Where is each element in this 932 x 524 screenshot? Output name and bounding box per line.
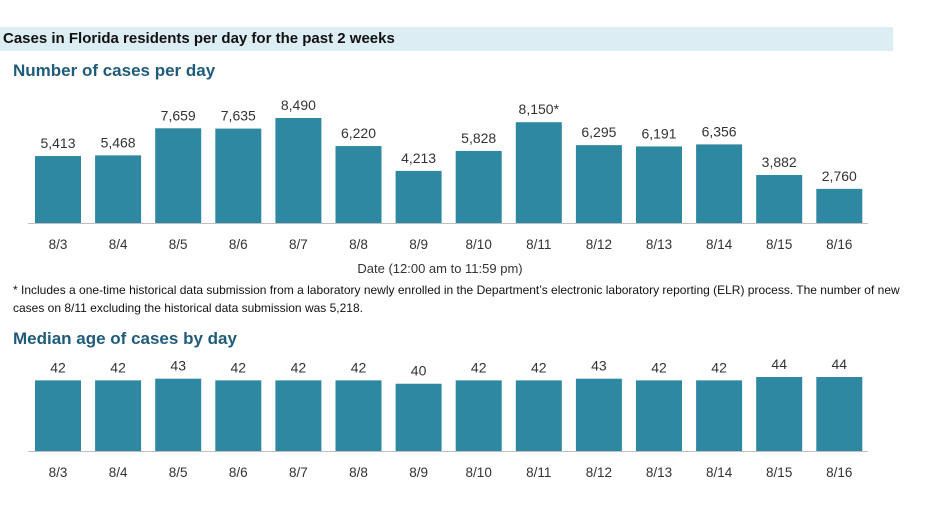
median-age-data-label: 42 <box>110 359 126 375</box>
cases-per-day-chart: 5,413 8/3 5,468 8/4 7,659 8/5 7,635 8/6 8,490 8/7… <box>28 97 868 252</box>
cases-bar-8-15 <box>756 174 803 223</box>
cases-data-label: 8,490 <box>281 97 316 113</box>
banner-title: Cases in Florida residents per day for t… <box>3 30 395 47</box>
cases-bar-8-13 <box>636 146 682 223</box>
cases-tick-label: 8/11 <box>526 237 551 252</box>
median-age-data-label: 44 <box>771 356 787 372</box>
median-age-bar-8-12 <box>575 378 622 451</box>
cases-data-label: 6,220 <box>341 125 376 141</box>
median-age-bar-8-5 <box>155 378 202 451</box>
median-age-tick-label: 8/13 <box>646 465 672 480</box>
footnote: * Includes a one-time historical data su… <box>13 283 900 315</box>
median-age-data-label: 42 <box>231 359 247 375</box>
median-age-data-label: 42 <box>651 359 667 375</box>
cases-tick-label: 8/4 <box>109 237 128 252</box>
median-age-data-label: 42 <box>50 359 66 375</box>
cases-bar-8-14 <box>696 144 743 223</box>
cases-bar-8-10 <box>455 150 502 223</box>
cases-data-label: 6,356 <box>702 123 737 139</box>
median-age-tick-label: 8/11 <box>526 465 551 480</box>
median-age-tick-label: 8/9 <box>409 465 428 480</box>
cases-bar-8-12 <box>575 145 622 223</box>
cases-tick-label: 8/7 <box>289 237 308 252</box>
cases-data-label: 4,213 <box>401 150 436 166</box>
median-age-data-label: 44 <box>832 356 848 372</box>
cases-data-label: 6,191 <box>641 125 676 141</box>
median-age-tick-label: 8/12 <box>586 465 612 480</box>
median-age-tick-label: 8/16 <box>826 465 852 480</box>
cases-bar-8-16 <box>816 188 863 223</box>
cases-tick-label: 8/15 <box>766 237 792 252</box>
cases-tick-label: 8/13 <box>646 237 672 252</box>
median-age-bar-8-6 <box>215 380 262 451</box>
cases-data-label: 7,659 <box>161 107 196 123</box>
median-age-bar-8-11 <box>515 380 562 451</box>
median-age-data-label: 42 <box>351 359 367 375</box>
median-age-bar-8-9 <box>395 383 442 451</box>
cases-tick-label: 8/5 <box>169 237 188 252</box>
median-age-data-label: 43 <box>591 358 607 374</box>
cases-data-label: 7,635 <box>221 108 256 124</box>
cases-data-label: 6,295 <box>581 124 616 140</box>
median-age-chart: 42 8/3 42 8/4 43 8/5 42 8/6 42 8/7 42 8/8 40 8/9 42 8/1… <box>28 356 868 480</box>
median-age-data-label: 43 <box>170 358 186 374</box>
cases-tick-label: 8/12 <box>586 237 612 252</box>
cases-tick-label: 8/10 <box>466 237 492 252</box>
cases-tick-label: 8/8 <box>349 237 368 252</box>
median-age-bar-8-13 <box>636 380 682 451</box>
median-age-bar-8-4 <box>95 380 142 451</box>
median-age-bar-8-10 <box>455 380 502 451</box>
median-age-tick-label: 8/15 <box>766 465 792 480</box>
median-age-data-label: 40 <box>411 363 427 379</box>
cases-tick-label: 8/3 <box>49 237 68 252</box>
median-age-bar-8-7 <box>275 380 322 451</box>
median-age-data-label: 42 <box>531 359 547 375</box>
cases-data-label: 8,150* <box>519 101 560 117</box>
median-age-chart-title: Median age of cases by day <box>13 329 237 348</box>
median-age-bar-8-14 <box>696 380 743 451</box>
cases-bar-8-11 <box>515 122 562 223</box>
cases-data-label: 3,882 <box>762 154 797 170</box>
cases-data-label: 5,468 <box>101 134 136 150</box>
median-age-bar-8-3 <box>35 380 81 451</box>
median-age-tick-label: 8/4 <box>109 465 128 480</box>
cases-tick-label: 8/6 <box>229 237 248 252</box>
cases-bar-8-4 <box>95 155 142 223</box>
median-age-tick-label: 8/14 <box>706 465 733 480</box>
cases-bar-8-7 <box>275 118 322 223</box>
cases-tick-label: 8/14 <box>706 237 733 252</box>
median-age-tick-label: 8/10 <box>466 465 492 480</box>
median-age-data-label: 42 <box>711 359 727 375</box>
median-age-data-label: 42 <box>291 359 307 375</box>
median-age-tick-label: 8/5 <box>169 465 188 480</box>
median-age-tick-label: 8/3 <box>49 465 68 480</box>
cases-bar-8-3 <box>35 156 81 223</box>
cases-tick-label: 8/9 <box>409 237 428 252</box>
median-age-bar-8-8 <box>335 380 382 451</box>
cases-tick-label: 8/16 <box>826 237 852 252</box>
cases-data-label: 2,760 <box>822 168 857 184</box>
cases-data-label: 5,828 <box>461 130 496 146</box>
cases-data-label: 5,413 <box>40 135 75 151</box>
median-age-bar-8-16 <box>816 377 863 451</box>
median-age-data-label: 42 <box>471 359 487 375</box>
median-age-tick-label: 8/7 <box>289 465 308 480</box>
median-age-tick-label: 8/6 <box>229 465 248 480</box>
cases-bar-8-9 <box>395 170 442 223</box>
cases-chart-title: Number of cases per day <box>13 61 216 80</box>
median-age-bar-8-15 <box>756 377 803 451</box>
cases-bar-8-6 <box>215 128 262 223</box>
cases-x-axis-title: Date (12:00 am to 11:59 pm) <box>357 261 523 276</box>
cases-bar-8-8 <box>335 146 382 223</box>
median-age-tick-label: 8/8 <box>349 465 368 480</box>
cases-bar-8-5 <box>155 128 202 223</box>
header-banner: Cases in Florida residents per day for t… <box>0 27 893 51</box>
